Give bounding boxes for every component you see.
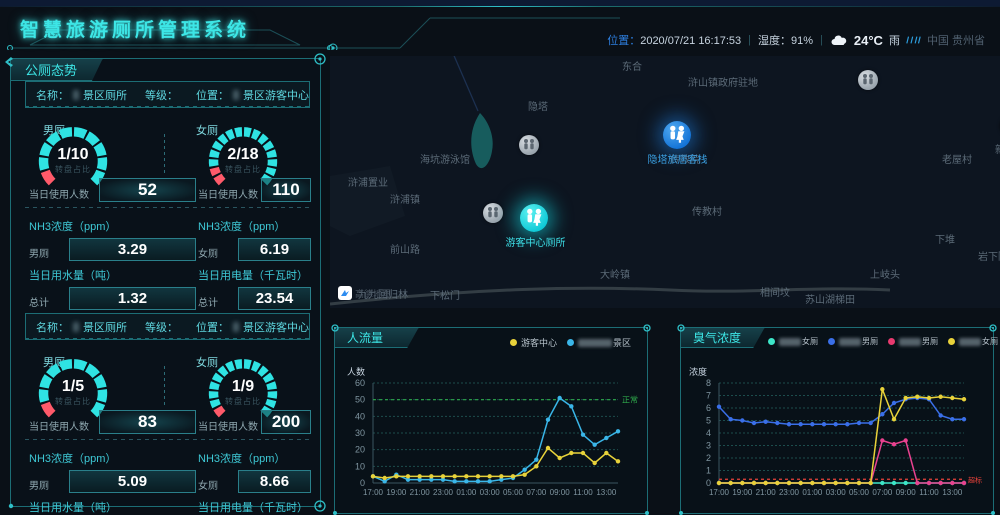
svg-text:23:00: 23:00 (779, 488, 800, 497)
svg-text:人数: 人数 (347, 366, 365, 377)
svg-text:19:00: 19:00 (732, 488, 753, 497)
svg-text:03:00: 03:00 (826, 488, 847, 497)
svg-text:60: 60 (355, 378, 365, 388)
svg-text:浓度: 浓度 (689, 366, 707, 377)
svg-text:0: 0 (360, 478, 365, 488)
svg-text:11:00: 11:00 (919, 488, 939, 497)
svg-text:3: 3 (706, 441, 711, 451)
svg-text:17:00: 17:00 (363, 488, 384, 497)
svg-text:05:00: 05:00 (503, 488, 524, 497)
svg-text:09:00: 09:00 (550, 488, 571, 497)
svg-text:6: 6 (706, 403, 711, 413)
svg-text:07:00: 07:00 (526, 488, 547, 497)
svg-text:17:00: 17:00 (709, 488, 730, 497)
svg-text:10: 10 (355, 461, 365, 471)
svg-text:09:00: 09:00 (896, 488, 917, 497)
svg-text:40: 40 (355, 411, 365, 421)
svg-text:01:00: 01:00 (456, 488, 477, 497)
svg-text:超标: 超标 (968, 475, 982, 484)
svg-text:7: 7 (706, 391, 711, 401)
svg-text:19:00: 19:00 (386, 488, 407, 497)
svg-text:21:00: 21:00 (756, 488, 777, 497)
svg-text:01:00: 01:00 (802, 488, 823, 497)
svg-text:4: 4 (706, 428, 711, 438)
svg-text:03:00: 03:00 (480, 488, 501, 497)
svg-text:5: 5 (706, 416, 711, 426)
svg-text:8: 8 (706, 378, 711, 388)
svg-text:07:00: 07:00 (872, 488, 893, 497)
svg-text:2: 2 (706, 453, 711, 463)
svg-text:23:00: 23:00 (433, 488, 454, 497)
svg-text:20: 20 (355, 445, 365, 455)
svg-text:1: 1 (706, 466, 711, 476)
svg-text:05:00: 05:00 (849, 488, 870, 497)
svg-text:21:00: 21:00 (410, 488, 431, 497)
svg-text:正常: 正常 (622, 396, 638, 405)
svg-text:0: 0 (706, 478, 711, 488)
svg-text:30: 30 (355, 428, 365, 438)
svg-text:11:00: 11:00 (573, 488, 593, 497)
svg-text:13:00: 13:00 (596, 488, 617, 497)
svg-text:13:00: 13:00 (942, 488, 963, 497)
svg-text:50: 50 (355, 395, 365, 405)
